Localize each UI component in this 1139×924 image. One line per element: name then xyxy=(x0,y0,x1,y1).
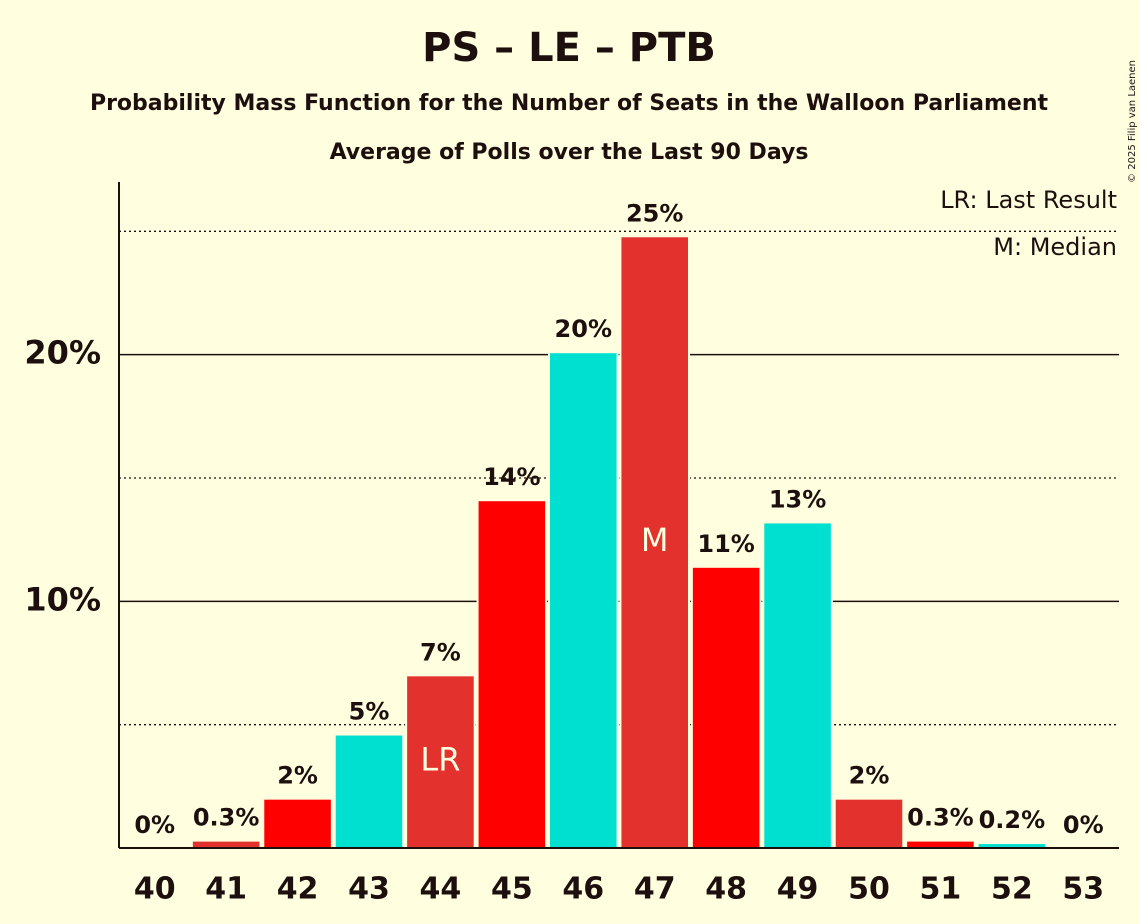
bar-marker: LR xyxy=(420,741,460,779)
legend-entry: LR: Last Result xyxy=(940,186,1117,214)
bar-marker: M xyxy=(641,521,669,559)
bar xyxy=(405,674,476,849)
bar xyxy=(333,733,405,849)
value-label: 0% xyxy=(1063,811,1104,839)
copyright: © 2025 Filip van Laenen xyxy=(1127,60,1138,183)
x-tick-label: 48 xyxy=(705,872,747,907)
y-tick-label: 20% xyxy=(24,334,101,372)
value-label: 20% xyxy=(555,315,612,343)
bar xyxy=(190,839,262,849)
x-tick-label: 45 xyxy=(491,872,533,907)
value-label: 14% xyxy=(483,463,540,491)
value-label: 0.2% xyxy=(979,806,1046,834)
chart-title: PS – LE – PTB xyxy=(422,25,716,71)
x-tick-label: 44 xyxy=(420,872,462,907)
value-label: 25% xyxy=(626,199,683,227)
bar xyxy=(833,797,905,850)
value-label: 7% xyxy=(420,638,461,666)
value-label: 2% xyxy=(277,762,318,790)
bar xyxy=(690,565,762,849)
bar xyxy=(262,797,333,850)
bar xyxy=(762,521,833,850)
bar xyxy=(905,839,976,849)
x-tick-label: 51 xyxy=(920,872,962,907)
x-tick-label: 40 xyxy=(134,872,176,907)
x-tick-label: 42 xyxy=(277,872,319,907)
value-label: 0.3% xyxy=(907,804,974,832)
x-tick-label: 43 xyxy=(348,872,390,907)
x-tick-label: 47 xyxy=(634,872,676,907)
x-tick-label: 50 xyxy=(848,872,890,907)
value-label: 5% xyxy=(349,698,390,726)
x-tick-label: 46 xyxy=(562,872,604,907)
chart-subtitle: Probability Mass Function for the Number… xyxy=(90,91,1049,116)
chart-subtitle: Average of Polls over the Last 90 Days xyxy=(330,140,809,165)
value-label: 0% xyxy=(134,811,175,839)
legend-entry: M: Median xyxy=(993,233,1117,261)
x-tick-label: 52 xyxy=(991,872,1033,907)
value-label: 0.3% xyxy=(193,804,260,832)
y-tick-label: 10% xyxy=(24,580,101,618)
value-label: 13% xyxy=(769,485,826,513)
bar xyxy=(548,351,619,849)
value-label: 11% xyxy=(697,530,754,558)
x-tick-label: 53 xyxy=(1062,872,1104,907)
x-tick-label: 49 xyxy=(777,872,819,907)
bar xyxy=(476,499,548,849)
x-tick-label: 41 xyxy=(205,872,247,907)
value-label: 2% xyxy=(849,762,890,790)
